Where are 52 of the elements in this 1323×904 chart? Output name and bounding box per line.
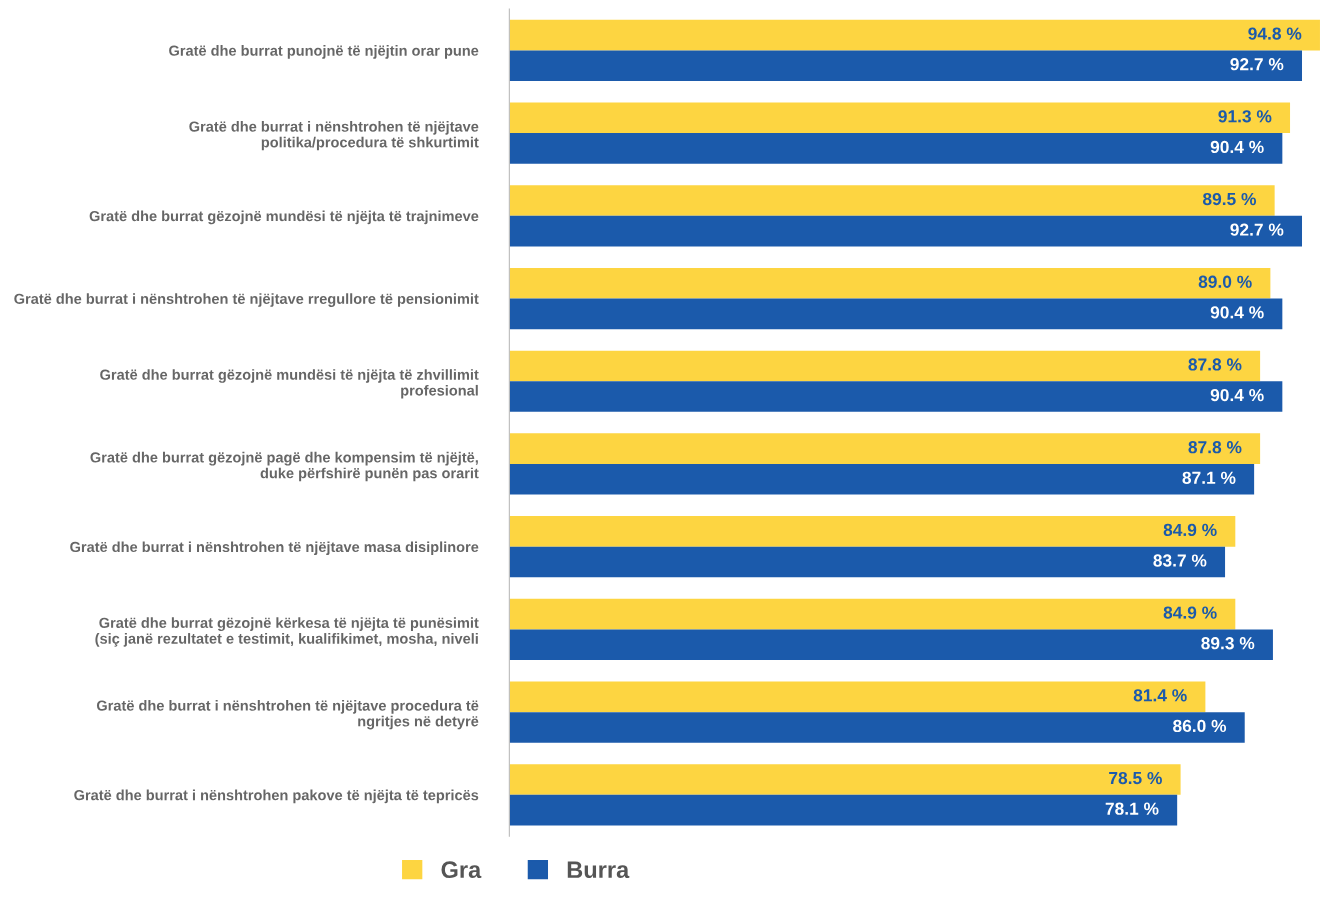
data-label: 83.7 % [1153,554,1207,567]
bar [509,712,1245,743]
bar [509,185,1275,216]
data-label: 92.7 % [1230,58,1284,71]
bar [509,681,1206,713]
data-label: 81.4 % [1133,689,1187,702]
data-label: 89.0 % [1198,275,1252,288]
bar [509,215,1303,247]
data-label: 92.7 % [1230,223,1284,236]
data-label: 94.8 % [1248,27,1302,40]
bar [509,19,1320,51]
data-label: 91.3 % [1218,110,1272,123]
y-tick-label: Gratë dhe burrat gëzojnë kërkesa të njëjta të punësimit (siç janë rezultatet e testimit, kualifikimet, mosha, niveli [95,617,479,647]
data-label: 87.1 % [1182,471,1236,484]
y-tick-label: Gratë dhe burrat i nënshtrohen të njëjtave procedura të ngritjes në detyrë [96,700,479,730]
y-tick-label: Gratë dhe burrat i nënshtrohen të njëjtave rregullore të pensionimit [14,293,479,307]
y-tick-label: Gratë dhe burrat i nënshtrohen pakove të njëjta të tepricës [74,789,479,804]
y-tick-label: Gratë dhe burrat i nënshtrohen të njëjtave politika/procedura të shkurtimit [189,121,479,151]
data-label: 84.9 % [1163,606,1217,619]
bar [509,133,1283,164]
data-label: 87.8 % [1188,441,1242,454]
data-label: 90.4 % [1210,388,1264,402]
bar [509,764,1181,795]
bar [509,50,1303,81]
data-label: 87.8 % [1188,358,1242,371]
y-tick-label: Gratë dhe burrat i nënshtrohen të njëjtave masa disiplinore [70,541,479,555]
bar [509,463,1255,495]
bar [509,298,1283,330]
bar [509,598,1236,630]
bar [509,546,1226,578]
legend-label: Gra [441,861,482,879]
bar [509,794,1178,826]
data-label: 90.4 % [1210,140,1264,154]
bar [509,516,1236,547]
bar [509,102,1291,134]
data-label: 90.4 % [1210,306,1264,319]
data-label: 78.5 % [1109,771,1162,785]
bar [509,433,1261,464]
y-tick-label: Gratë dhe burrat punojnë të njëjtin orar pune [169,45,479,59]
y-tick-label: Gratë dhe burrat gëzojnë pagë dhe kompensim të njëjtë, duke përfshirë punën pas orarit [90,451,479,482]
y-tick-label: Gratë dhe burrat gëzojnë mundësi të njëjta të zhvillimit profesional [100,369,479,399]
data-label: 84.9 % [1163,523,1217,537]
bar [509,629,1273,661]
bar [509,381,1283,412]
bar [509,267,1271,299]
data-label: 89.5 % [1202,192,1257,206]
data-label: 89.3 % [1201,637,1255,650]
data-label: 86.0 % [1173,719,1227,733]
y-tick-label: Gratë dhe burrat gëzojnë mundësi të njëjta të trajnimeve [89,210,479,225]
bar [509,350,1261,382]
legend-label: Burra [567,861,630,879]
data-label: 78.1 % [1105,802,1159,815]
